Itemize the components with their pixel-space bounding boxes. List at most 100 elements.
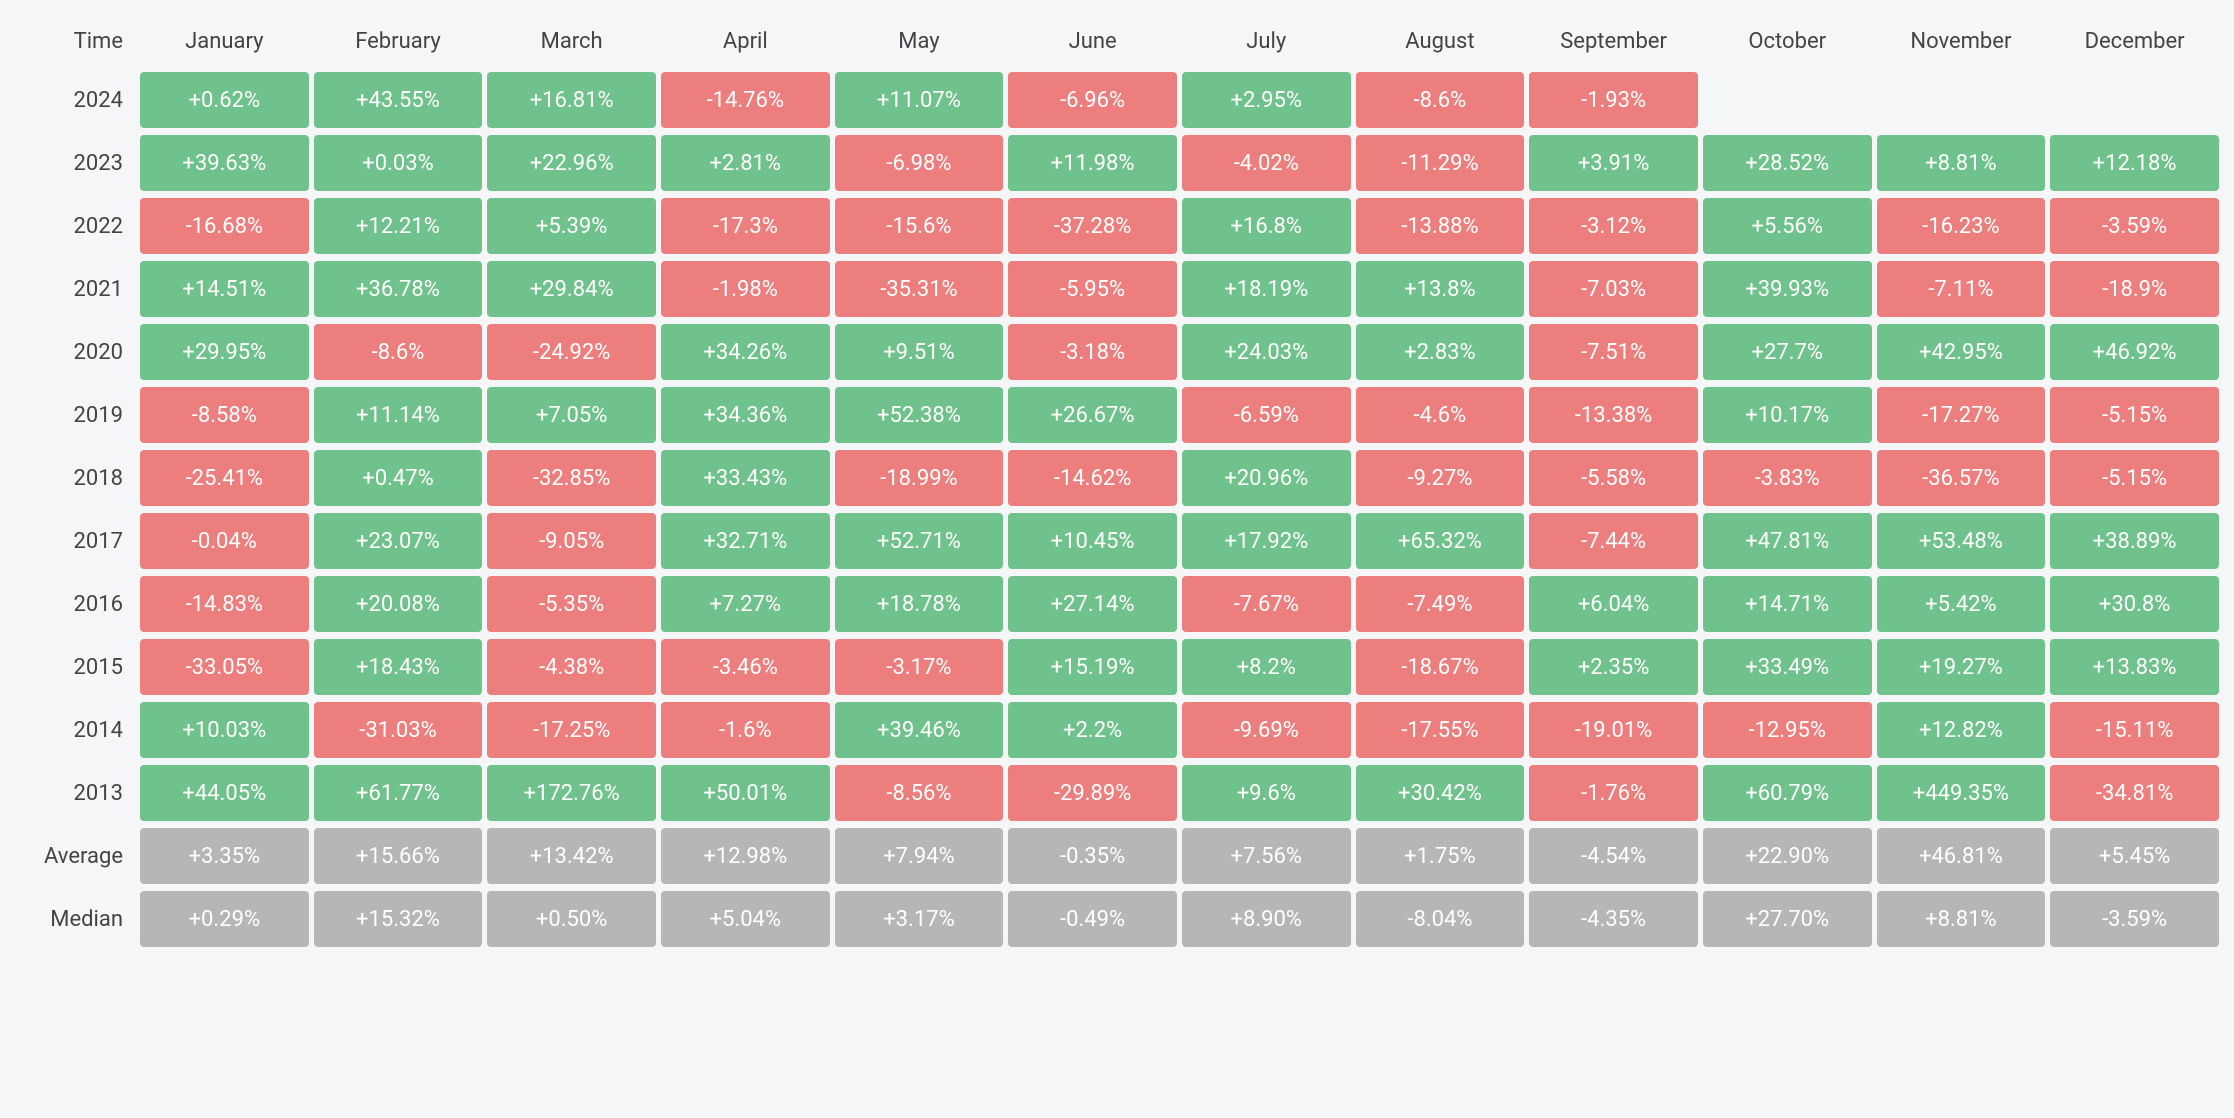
positive-cell: +34.36% <box>661 387 830 443</box>
positive-cell: +2.83% <box>1356 324 1525 380</box>
empty-cell <box>2050 72 2219 128</box>
positive-cell: +10.17% <box>1703 387 1872 443</box>
positive-cell: +42.95% <box>1877 324 2046 380</box>
positive-cell: +38.89% <box>2050 513 2219 569</box>
row-label: Median <box>15 891 135 947</box>
positive-cell: +7.05% <box>487 387 656 443</box>
positive-cell: +15.19% <box>1008 639 1177 695</box>
negative-cell: -3.83% <box>1703 450 1872 506</box>
negative-cell: -5.35% <box>487 576 656 632</box>
negative-cell: -5.95% <box>1008 261 1177 317</box>
positive-cell: +23.07% <box>314 513 483 569</box>
month-header: May <box>835 17 1004 65</box>
negative-cell: -33.05% <box>140 639 309 695</box>
negative-cell: -8.6% <box>314 324 483 380</box>
negative-cell: -7.67% <box>1182 576 1351 632</box>
positive-cell: +16.8% <box>1182 198 1351 254</box>
positive-cell: +0.47% <box>314 450 483 506</box>
row-label: 2024 <box>15 72 135 128</box>
positive-cell: +13.83% <box>2050 639 2219 695</box>
negative-cell: -7.51% <box>1529 324 1698 380</box>
positive-cell: +2.2% <box>1008 702 1177 758</box>
positive-cell: +11.98% <box>1008 135 1177 191</box>
negative-cell: -14.83% <box>140 576 309 632</box>
negative-cell: -6.59% <box>1182 387 1351 443</box>
empty-cell <box>1703 72 1872 128</box>
positive-cell: +5.39% <box>487 198 656 254</box>
summary-cell: +8.90% <box>1182 891 1351 947</box>
negative-cell: -36.57% <box>1877 450 2046 506</box>
positive-cell: +449.35% <box>1877 765 2046 821</box>
negative-cell: -37.28% <box>1008 198 1177 254</box>
month-header: March <box>487 17 656 65</box>
positive-cell: +26.67% <box>1008 387 1177 443</box>
negative-cell: -8.56% <box>835 765 1004 821</box>
positive-cell: +9.51% <box>835 324 1004 380</box>
positive-cell: +61.77% <box>314 765 483 821</box>
summary-cell: +12.98% <box>661 828 830 884</box>
negative-cell: -4.02% <box>1182 135 1351 191</box>
positive-cell: +18.43% <box>314 639 483 695</box>
positive-cell: +0.03% <box>314 135 483 191</box>
summary-cell: +5.04% <box>661 891 830 947</box>
table-head: Time JanuaryFebruaryMarchAprilMayJuneJul… <box>15 17 2219 65</box>
negative-cell: -17.3% <box>661 198 830 254</box>
data-row: 2015-33.05%+18.43%-4.38%-3.46%-3.17%+15.… <box>15 639 2219 695</box>
positive-cell: +2.81% <box>661 135 830 191</box>
month-header: November <box>1877 17 2046 65</box>
data-row: 2016-14.83%+20.08%-5.35%+7.27%+18.78%+27… <box>15 576 2219 632</box>
positive-cell: +9.6% <box>1182 765 1351 821</box>
summary-cell: -8.04% <box>1356 891 1525 947</box>
summary-cell: +0.50% <box>487 891 656 947</box>
positive-cell: +2.95% <box>1182 72 1351 128</box>
positive-cell: +52.38% <box>835 387 1004 443</box>
positive-cell: +60.79% <box>1703 765 1872 821</box>
positive-cell: +53.48% <box>1877 513 2046 569</box>
month-header: December <box>2050 17 2219 65</box>
negative-cell: -31.03% <box>314 702 483 758</box>
summary-cell: +1.75% <box>1356 828 1525 884</box>
positive-cell: +29.95% <box>140 324 309 380</box>
row-label: 2016 <box>15 576 135 632</box>
row-label: 2018 <box>15 450 135 506</box>
positive-cell: +5.56% <box>1703 198 1872 254</box>
month-header: April <box>661 17 830 65</box>
table-wrapper: Time JanuaryFebruaryMarchAprilMayJuneJul… <box>0 0 2234 974</box>
positive-cell: +14.71% <box>1703 576 1872 632</box>
positive-cell: +30.42% <box>1356 765 1525 821</box>
positive-cell: +32.71% <box>661 513 830 569</box>
positive-cell: +12.18% <box>2050 135 2219 191</box>
positive-cell: +47.81% <box>1703 513 1872 569</box>
data-row: 2020+29.95%-8.6%-24.92%+34.26%+9.51%-3.1… <box>15 324 2219 380</box>
negative-cell: -17.55% <box>1356 702 1525 758</box>
row-label: Average <box>15 828 135 884</box>
negative-cell: -25.41% <box>140 450 309 506</box>
negative-cell: -32.85% <box>487 450 656 506</box>
negative-cell: -11.29% <box>1356 135 1525 191</box>
summary-cell: +27.70% <box>1703 891 1872 947</box>
summary-cell: -0.35% <box>1008 828 1177 884</box>
summary-cell: +3.35% <box>140 828 309 884</box>
negative-cell: -18.99% <box>835 450 1004 506</box>
row-label: 2014 <box>15 702 135 758</box>
month-header: September <box>1529 17 1698 65</box>
month-header: August <box>1356 17 1525 65</box>
positive-cell: +50.01% <box>661 765 830 821</box>
month-header: October <box>1703 17 1872 65</box>
negative-cell: -5.58% <box>1529 450 1698 506</box>
negative-cell: -1.93% <box>1529 72 1698 128</box>
negative-cell: -18.67% <box>1356 639 1525 695</box>
data-row: 2023+39.63%+0.03%+22.96%+2.81%-6.98%+11.… <box>15 135 2219 191</box>
positive-cell: +10.03% <box>140 702 309 758</box>
negative-cell: -16.23% <box>1877 198 2046 254</box>
positive-cell: +12.21% <box>314 198 483 254</box>
negative-cell: -14.62% <box>1008 450 1177 506</box>
positive-cell: +28.52% <box>1703 135 1872 191</box>
data-row: 2014+10.03%-31.03%-17.25%-1.6%+39.46%+2.… <box>15 702 2219 758</box>
positive-cell: +17.92% <box>1182 513 1351 569</box>
negative-cell: -17.27% <box>1877 387 2046 443</box>
positive-cell: +27.7% <box>1703 324 1872 380</box>
positive-cell: +11.07% <box>835 72 1004 128</box>
summary-cell: -4.54% <box>1529 828 1698 884</box>
data-row: 2013+44.05%+61.77%+172.76%+50.01%-8.56%-… <box>15 765 2219 821</box>
